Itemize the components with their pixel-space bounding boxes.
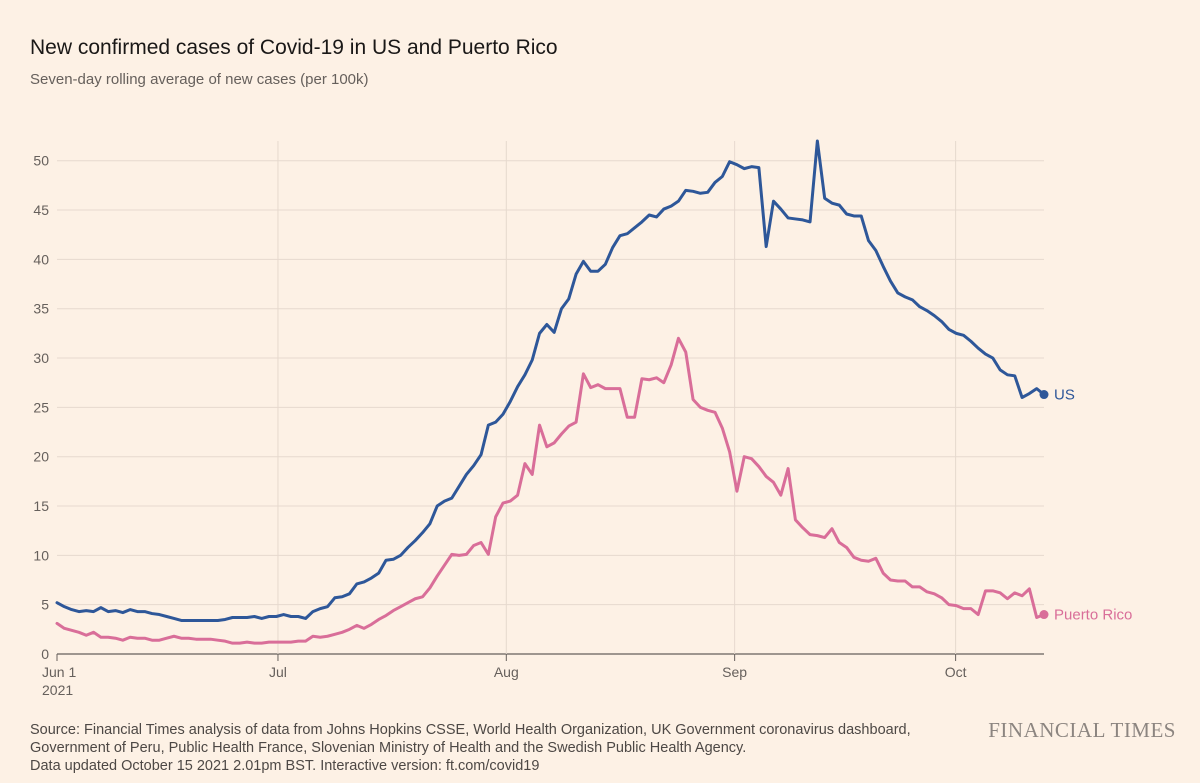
x-tick-label: Aug [494,664,519,680]
series-lines [55,139,1049,645]
y-tick-label: 10 [33,547,49,563]
x-axis: Jun 1 2021 Jul Aug Sep Oct [42,654,967,698]
source-line: Source: Financial Times analysis of data… [30,722,911,738]
series-label: US [1054,387,1075,404]
chart-title: New confirmed cases of Covid-19 in US an… [30,36,558,59]
y-tick-label: 25 [33,399,49,415]
gridlines [57,141,1044,655]
series-labels: US Puerto Rico [1054,387,1132,624]
line-chart: 0 5 10 15 20 25 30 35 40 45 50 Jun 1 2021 Jul Aug Sep O… [33,139,1132,698]
y-tick-label: 40 [33,251,49,267]
y-tick-label: 45 [33,202,49,218]
y-tick-label: 50 [33,153,49,169]
series-end-marker [1039,610,1049,620]
chart-subtitle: Seven-day rolling average of new cases (… [30,71,369,88]
y-tick-label: 5 [41,597,49,613]
x-tick-label: Oct [945,664,967,680]
y-tick-label: 30 [33,350,49,366]
y-tick-label: 0 [41,646,49,662]
source-note: Source: Financial Times analysis of data… [30,721,960,775]
series-line [55,336,1046,645]
y-tick-label: 20 [33,449,49,465]
source-line: Data updated October 15 2021 2.01pm BST.… [30,758,540,774]
x-tick-label-year: 2021 [42,682,73,698]
source-line: Government of Peru, Public Health France… [30,740,747,756]
x-tick-label: Jul [269,664,287,680]
series-end-marker [1039,390,1049,400]
y-axis: 0 5 10 15 20 25 30 35 40 45 50 [33,153,49,662]
x-tick-label: Sep [722,664,747,680]
x-tick-label: Jun 1 [42,664,76,680]
series-line [55,139,1046,622]
y-tick-label: 15 [33,498,49,514]
y-tick-label: 35 [33,301,49,317]
ft-logo: FINANCIAL TIMES [988,718,1176,742]
series-label: Puerto Rico [1054,607,1132,624]
